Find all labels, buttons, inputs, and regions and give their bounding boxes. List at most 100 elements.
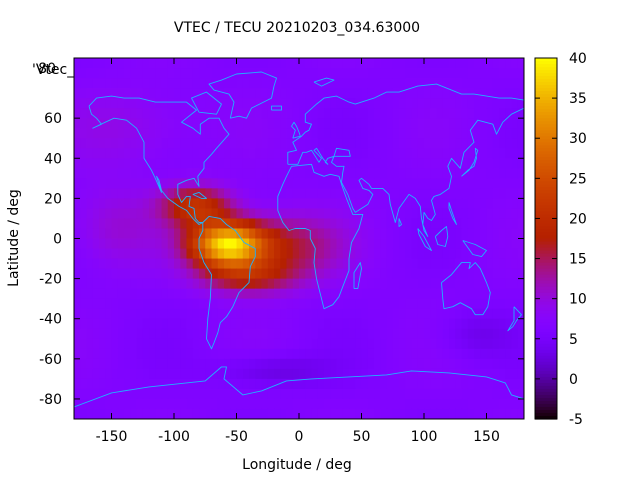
heatmap-cell <box>111 258 119 270</box>
heatmap-cell <box>342 148 350 159</box>
colorbar-segment <box>535 223 557 228</box>
colorbar-segment <box>535 370 557 375</box>
heatmap-cell <box>405 278 413 290</box>
heatmap-cell <box>230 228 238 240</box>
heatmap-cell <box>167 248 175 260</box>
heatmap-cell <box>317 168 325 179</box>
heatmap-cell <box>499 358 506 370</box>
heatmap-cell <box>174 138 181 149</box>
heatmap-cell <box>474 98 481 109</box>
heatmap-cell <box>511 298 519 310</box>
heatmap-cell <box>380 78 388 89</box>
heatmap-cell <box>492 148 500 159</box>
heatmap-cell <box>124 258 131 270</box>
vtec-heatmap-cells <box>74 58 524 419</box>
heatmap-cell <box>274 158 281 169</box>
heatmap-cell <box>80 408 88 419</box>
heatmap-cell <box>461 98 469 109</box>
heatmap-cell <box>517 128 524 139</box>
heatmap-cell <box>236 268 244 280</box>
heatmap-cell <box>217 178 225 189</box>
heatmap-cell <box>286 398 294 410</box>
heatmap-cell <box>161 378 169 390</box>
heatmap-cell <box>80 268 88 280</box>
heatmap-cell <box>430 308 438 320</box>
heatmap-cell <box>311 208 319 220</box>
heatmap-cell <box>155 88 163 99</box>
heatmap-cell <box>436 138 444 149</box>
heatmap-cell <box>374 128 381 139</box>
heatmap-cell <box>430 248 438 260</box>
heatmap-cell <box>455 328 463 340</box>
colorbar-tick-label: 5 <box>569 332 578 348</box>
heatmap-cell <box>267 148 275 159</box>
heatmap-cell <box>317 388 325 400</box>
heatmap-cell <box>380 98 388 109</box>
y-tick-label: 40 <box>44 151 62 167</box>
heatmap-cell <box>455 188 463 199</box>
heatmap-cell <box>330 368 338 380</box>
heatmap-cell <box>374 108 381 119</box>
heatmap-cell <box>405 178 413 189</box>
heatmap-cell <box>355 388 363 400</box>
colorbar-segment <box>535 307 557 312</box>
heatmap-cell <box>274 108 281 119</box>
heatmap-cell <box>161 178 169 189</box>
heatmap-cell <box>467 58 475 69</box>
heatmap-cell <box>361 318 369 330</box>
heatmap-cell <box>474 358 481 370</box>
heatmap-cell <box>411 308 419 320</box>
heatmap-cell <box>117 318 125 330</box>
heatmap-cell <box>411 218 419 230</box>
heatmap-cell <box>267 248 275 260</box>
heatmap-cell <box>336 138 344 149</box>
heatmap-cell <box>374 358 381 370</box>
heatmap-cell <box>467 178 475 189</box>
heatmap-cell <box>99 388 106 400</box>
heatmap-cell <box>99 58 106 69</box>
heatmap-cell <box>411 138 419 149</box>
colorbar-segment <box>535 355 557 360</box>
heatmap-cell <box>517 338 524 350</box>
heatmap-cell <box>111 368 119 380</box>
heatmap-cell <box>261 218 269 230</box>
heatmap-cell <box>342 268 350 280</box>
heatmap-cell <box>505 358 513 370</box>
heatmap-cell <box>174 238 181 250</box>
heatmap-cell <box>424 298 431 310</box>
heatmap-cell <box>92 388 100 400</box>
heatmap-cell <box>136 208 144 220</box>
heatmap-cell <box>230 258 238 270</box>
heatmap-cell <box>330 218 338 230</box>
heatmap-cell <box>467 138 475 149</box>
heatmap-cell <box>80 348 88 360</box>
heatmap-cell <box>161 258 169 270</box>
heatmap-cell <box>480 218 488 230</box>
heatmap-cell <box>274 298 281 310</box>
heatmap-cell <box>224 118 231 129</box>
heatmap-cell <box>180 358 188 370</box>
heatmap-cell <box>180 188 188 199</box>
heatmap-cell <box>499 188 506 199</box>
heatmap-cell <box>292 308 300 320</box>
heatmap-cell <box>136 408 144 419</box>
greenland-coast <box>208 71 277 119</box>
colorbar-segment <box>535 97 557 101</box>
heatmap-cell <box>199 138 206 149</box>
heatmap-cell <box>99 78 106 89</box>
heatmap-cell <box>105 218 113 230</box>
heatmap-cell <box>424 138 431 149</box>
heatmap-cell <box>142 238 150 250</box>
heatmap-cell <box>367 128 375 139</box>
heatmap-cell <box>349 318 356 330</box>
heatmap-cell <box>517 108 524 119</box>
heatmap-cell <box>499 218 506 230</box>
colorbar-segment <box>535 394 557 399</box>
heatmap-cell <box>80 128 88 139</box>
heatmap-cell <box>474 238 481 250</box>
x-tick-label: 50 <box>353 429 371 445</box>
heatmap-cell <box>411 128 419 139</box>
heatmap-cell <box>136 188 144 199</box>
heatmap-cell <box>249 128 256 139</box>
heatmap-cell <box>274 238 281 250</box>
